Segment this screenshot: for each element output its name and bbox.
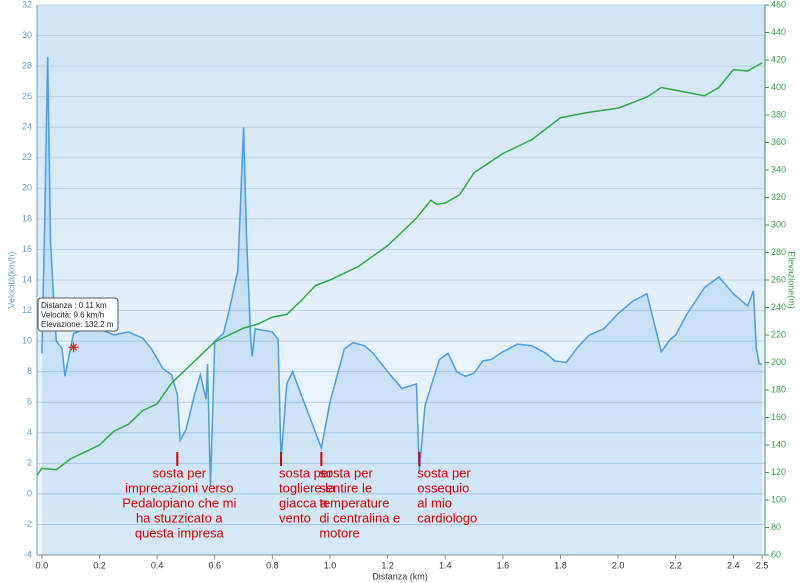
y2-tick-label: 200 bbox=[771, 357, 786, 367]
annotation-text: motore bbox=[319, 525, 359, 540]
series-line bbox=[41, 56, 763, 487]
y2-axis-label: Elevazione(m) bbox=[787, 251, 797, 309]
x-tick-label: 0.8 bbox=[266, 560, 279, 570]
y-tick-label: -4 bbox=[24, 549, 32, 559]
series-area bbox=[41, 56, 763, 555]
y2-tick-label: 320 bbox=[771, 192, 786, 202]
x-tick-label: 1.4 bbox=[439, 560, 452, 570]
y2-tick-label: 60 bbox=[771, 549, 781, 559]
y2-tick-label: 260 bbox=[771, 274, 786, 284]
x-tick-label: 2.5 bbox=[756, 560, 769, 570]
y-axis-label: Velocità(km/h) bbox=[6, 251, 16, 308]
x-tick-label: 1.8 bbox=[554, 560, 567, 570]
y2-tick-label: 460 bbox=[771, 0, 786, 9]
annotation-text: di centralina e bbox=[319, 510, 400, 525]
y-tick-label: 22 bbox=[22, 152, 32, 162]
y2-tick-label: 240 bbox=[771, 302, 786, 312]
y-tick-label: 30 bbox=[22, 30, 32, 40]
x-tick-label: 2.0 bbox=[612, 560, 625, 570]
y2-tick-label: 220 bbox=[771, 329, 786, 339]
y2-tick-label: 80 bbox=[771, 522, 781, 532]
x-tick-label: 1.0 bbox=[324, 560, 337, 570]
annotation-text: sosta per bbox=[279, 465, 333, 480]
annotation-text: giacca a bbox=[279, 495, 328, 510]
annotation-text: temperature bbox=[319, 495, 389, 510]
tooltip-text: Velocità: 9.6 km/h bbox=[41, 311, 104, 320]
y2-tick-label: 400 bbox=[771, 82, 786, 92]
y-tick-label: -2 bbox=[24, 519, 32, 529]
y-tick-label: 20 bbox=[22, 183, 32, 193]
annotation-text: sosta per bbox=[417, 465, 471, 480]
y2-tick-label: 180 bbox=[771, 384, 786, 394]
x-tick-label: 2.2 bbox=[669, 560, 682, 570]
y-tick-label: 14 bbox=[22, 274, 32, 284]
annotation-text: ha stuzzicato a bbox=[136, 510, 223, 525]
y2-tick-label: 100 bbox=[771, 494, 786, 504]
y-tick-label: 0 bbox=[27, 488, 32, 498]
annotation-text: cardiologo bbox=[417, 510, 477, 525]
y-tick-label: 8 bbox=[27, 366, 32, 376]
y-tick-label: 10 bbox=[22, 335, 32, 345]
tooltip-box bbox=[37, 297, 119, 332]
annotation-text: sosta per bbox=[153, 465, 207, 480]
annotation-text: togliere la bbox=[279, 480, 336, 495]
annotation-text: vento bbox=[279, 510, 311, 525]
y-tick-label: 24 bbox=[22, 122, 32, 132]
y2-tick-label: 360 bbox=[771, 137, 786, 147]
annotation-text: imprecazioni verso bbox=[125, 480, 233, 495]
x-tick-label: 0.4 bbox=[151, 560, 164, 570]
x-axis-label: Distanza (km) bbox=[372, 571, 428, 581]
annotation-text: al mio bbox=[417, 495, 452, 510]
y2-tick-label: 300 bbox=[771, 219, 786, 229]
y-tick-label: 26 bbox=[22, 91, 32, 101]
tooltip-text: Elevazione: 132.2 m bbox=[41, 320, 114, 329]
y-tick-label: 2 bbox=[27, 458, 32, 468]
tooltip-text: Distanza : 0.11 km bbox=[41, 301, 107, 310]
y-tick-label: 6 bbox=[27, 397, 32, 407]
x-tick-label: 1.2 bbox=[381, 560, 394, 570]
y2-tick-label: 380 bbox=[771, 109, 786, 119]
series-line bbox=[36, 62, 763, 476]
x-tick-label: 0.0 bbox=[36, 560, 49, 570]
y-tick-label: 4 bbox=[27, 427, 32, 437]
tooltip-marker bbox=[68, 342, 79, 353]
x-tick-label: 0.2 bbox=[93, 560, 106, 570]
annotation-text: Pedalopiano che mi bbox=[122, 495, 236, 510]
y2-tick-label: 280 bbox=[771, 247, 786, 257]
y-tick-label: 12 bbox=[22, 305, 32, 315]
y-tick-label: 32 bbox=[22, 0, 32, 9]
y-tick-label: 28 bbox=[22, 60, 32, 70]
y-tick-label: 18 bbox=[22, 213, 32, 223]
annotation-text: sentire le bbox=[319, 480, 372, 495]
y2-tick-label: 120 bbox=[771, 467, 786, 477]
y2-tick-label: 160 bbox=[771, 412, 786, 422]
annotation-text: ossequio bbox=[417, 480, 469, 495]
y2-tick-label: 140 bbox=[771, 439, 786, 449]
annotation-text: sosta per bbox=[319, 465, 373, 480]
y2-tick-label: 440 bbox=[771, 27, 786, 37]
y2-tick-label: 340 bbox=[771, 164, 786, 174]
x-tick-label: 1.6 bbox=[497, 560, 510, 570]
y2-tick-label: 420 bbox=[771, 54, 786, 64]
x-tick-label: 0.6 bbox=[208, 560, 221, 570]
x-tick-label: 2.4 bbox=[727, 560, 740, 570]
annotation-text: questa impresa bbox=[135, 525, 225, 540]
y-tick-label: 16 bbox=[22, 244, 32, 254]
